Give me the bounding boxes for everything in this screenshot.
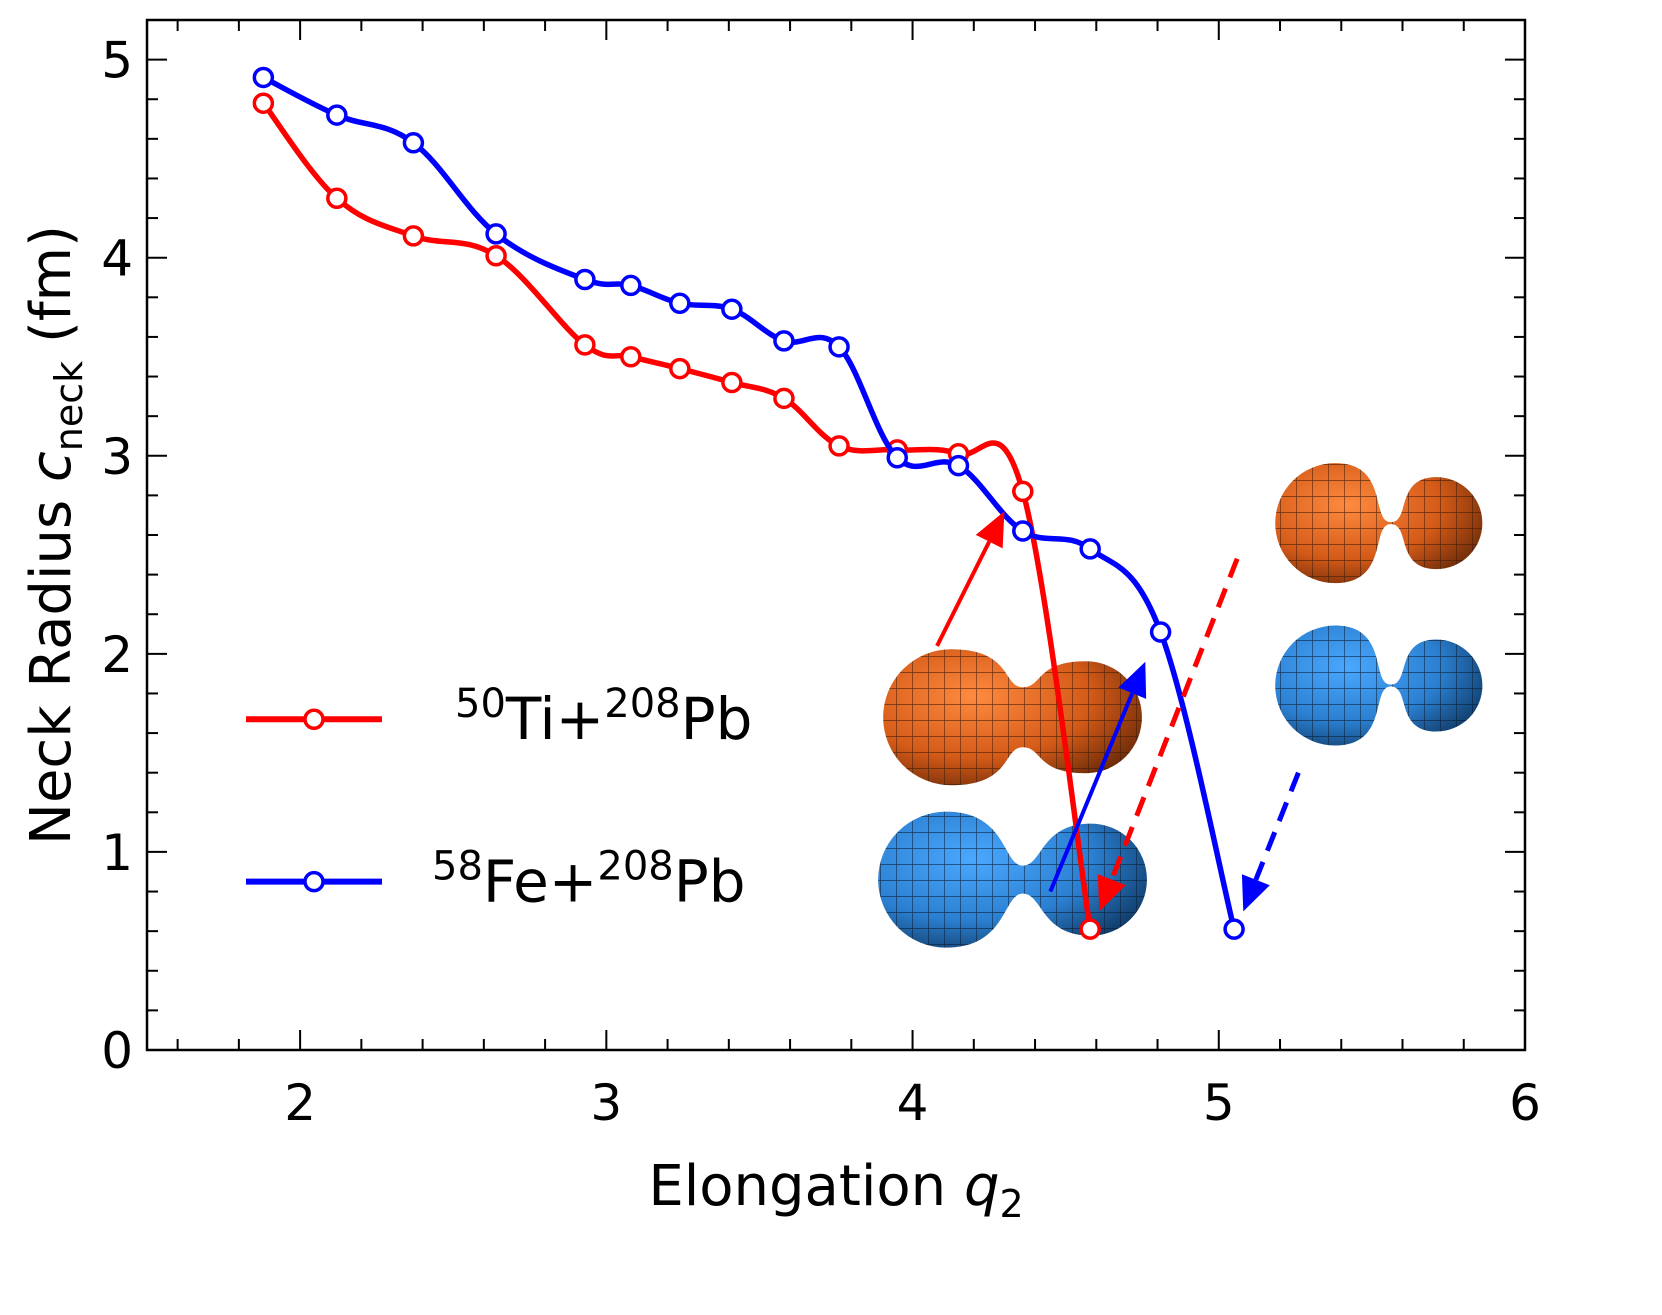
- series-1-point-11: [947, 454, 970, 477]
- legend-marker-fe: [303, 870, 325, 893]
- arrow-3-shaft: [1253, 771, 1301, 881]
- series-0-point-0: [252, 92, 275, 114]
- x-tick-label-3: 5: [1203, 1074, 1235, 1132]
- arrow-3-head: [1241, 874, 1270, 912]
- series-0-point-1: [326, 187, 348, 210]
- series-1-point-9: [828, 336, 850, 358]
- x-tick-label-2: 4: [897, 1074, 929, 1132]
- arrow-1-shaft: [1048, 692, 1135, 893]
- series-0-point-2: [402, 225, 425, 247]
- series-1-point-5: [620, 274, 642, 297]
- series-0-point-4: [574, 334, 596, 356]
- series-1-point-7: [721, 298, 743, 320]
- series-0-point-12: [1012, 480, 1034, 503]
- series-1-point-13: [1079, 538, 1101, 560]
- series-0-point-7: [721, 371, 743, 394]
- series-layer: [252, 66, 1245, 940]
- series-1-point-8: [773, 330, 795, 352]
- y-tick-label-3: 3: [101, 428, 133, 486]
- series-1-point-15: [1223, 918, 1245, 940]
- series-0-point-5: [620, 345, 642, 368]
- series-1-point-1: [326, 104, 348, 126]
- y-tick-label-0: 0: [101, 1022, 133, 1080]
- x-axis-title: Elongation q2: [648, 1154, 1023, 1226]
- series-1-point-10: [886, 447, 908, 469]
- legend-label-fe: 58Fe+208Pb: [432, 844, 746, 916]
- series-1-point-3: [485, 223, 507, 245]
- y-tick-label-2: 2: [101, 626, 133, 684]
- axes: 2 3 4 5 6 0 1 2 3 4 5: [101, 18, 1541, 1132]
- arrow-0-shaft: [935, 540, 992, 647]
- y-tick-label-4: 4: [101, 230, 133, 288]
- ti-scission-shape-inset: [1275, 463, 1483, 584]
- x-tick-label-1: 3: [590, 1074, 622, 1132]
- arrow-1-head: [1118, 661, 1147, 699]
- x-tick-label-4: 6: [1509, 1074, 1541, 1132]
- series-1-point-4: [574, 268, 596, 291]
- y-axis-title: Neck Radius cneck (fm): [19, 225, 91, 845]
- series-0-point-13: [1079, 918, 1101, 940]
- series-1-point-6: [669, 292, 691, 314]
- legend: 50Ti+208Pb 58Fe+208Pb: [246, 681, 752, 916]
- series-1-point-14: [1149, 621, 1172, 643]
- series-0-point-3: [485, 244, 507, 267]
- arrow-annotations: [935, 511, 1301, 912]
- series-1-point-0: [252, 66, 275, 89]
- series-0-point-6: [669, 357, 691, 380]
- x-tick-label-0: 2: [284, 1074, 316, 1132]
- y-tick-label-5: 5: [101, 32, 133, 90]
- series-0-point-9: [828, 435, 850, 457]
- fe-scission-shape-inset: [1275, 625, 1483, 746]
- legend-label-ti: 50Ti+208Pb: [455, 681, 752, 753]
- arrow-2-shaft: [1109, 557, 1240, 881]
- ti-shape-inset: [883, 649, 1142, 786]
- shape-insets: [878, 463, 1483, 948]
- arrow-0-head: [975, 511, 1005, 549]
- series-0-point-8: [773, 387, 795, 410]
- arrow-2-head: [1097, 874, 1126, 912]
- series-1-point-2: [402, 132, 425, 154]
- series-1-point-12: [1012, 520, 1034, 542]
- series-line-0: [261, 101, 1093, 930]
- y-tick-label-1: 1: [101, 824, 133, 882]
- legend-marker-ti: [303, 708, 325, 730]
